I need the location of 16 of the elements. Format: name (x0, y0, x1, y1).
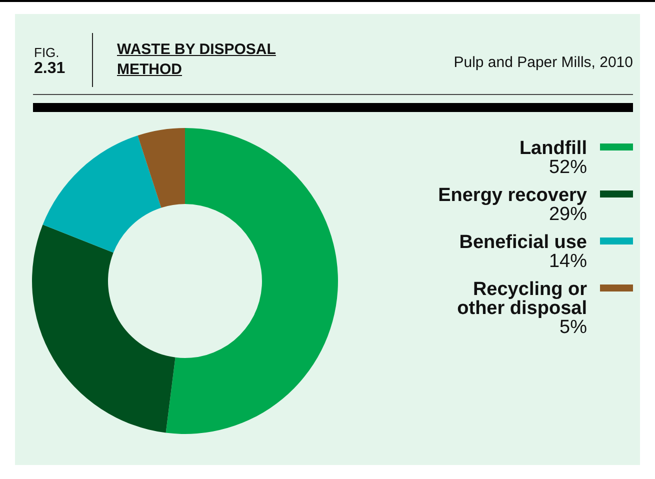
chart-title: WASTE BY DISPOSAL METHOD (117, 40, 277, 80)
legend-label: Beneficial use (459, 232, 587, 253)
donut-slice (32, 224, 176, 433)
donut-slice (42, 135, 162, 253)
donut-slice (166, 128, 338, 434)
text: 2.31 (34, 60, 66, 78)
text: FIG. (34, 45, 60, 60)
data-label: 14% (548, 251, 588, 272)
legend-label: Recycling or other disposal (457, 279, 588, 319)
legend-label: Landfill (519, 138, 587, 159)
chart-subtitle: Pulp and Paper Mills, 2010 (454, 54, 633, 71)
legend-label: Energy recovery (438, 185, 588, 206)
data-label: 52% (548, 157, 588, 178)
data-label: 5% (560, 317, 588, 338)
donut-slice (138, 128, 185, 208)
data-label: 29% (548, 204, 588, 225)
